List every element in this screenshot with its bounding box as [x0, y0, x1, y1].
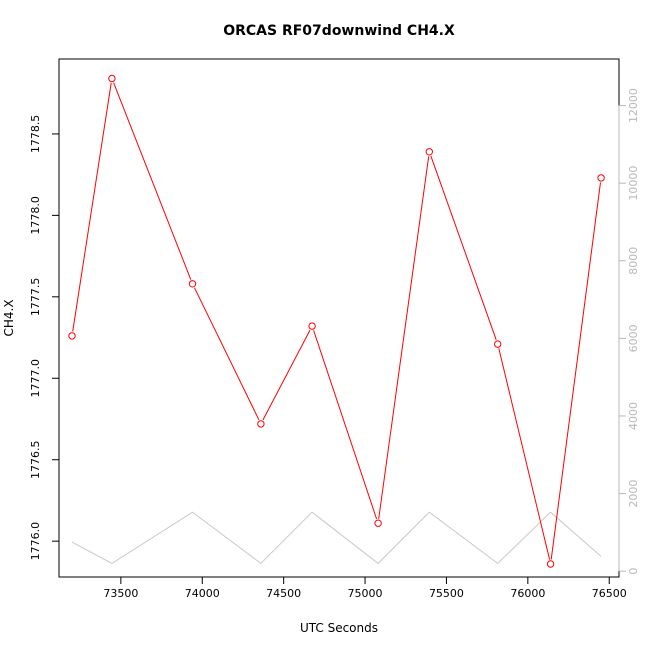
y2-tick-label: 6000 [627, 324, 640, 352]
y2-tick-label: 8000 [627, 247, 640, 275]
data-point [188, 280, 197, 288]
series-segment-primary [498, 348, 551, 560]
series-segment-primary [262, 329, 311, 421]
x-tick-label: 75500 [429, 587, 464, 600]
y-tick-label: 1777.0 [29, 359, 42, 398]
series-segment-primary [72, 82, 112, 332]
x-tick-label: 73500 [103, 587, 138, 600]
y2-tick-label: 2000 [627, 480, 640, 508]
series-segment-primary [430, 155, 497, 340]
data-point [425, 148, 433, 156]
chart-title: ORCAS RF07downwind CH4.X [223, 23, 455, 39]
series-segment-primary [550, 182, 601, 560]
data-point [494, 340, 502, 348]
y-axis-right: 0 2000 4000 6000 8000 10000 12000 [618, 88, 640, 575]
x-tick-label: 76000 [510, 587, 545, 600]
series-segment-primary [378, 156, 430, 519]
x-tick-label: 74500 [266, 587, 301, 600]
series-segment-primary [113, 82, 192, 280]
series-segment-primary [313, 330, 378, 520]
data-point [308, 322, 316, 330]
y2-tick-label: 0 [627, 568, 640, 575]
x-tick-label: 74000 [185, 587, 220, 600]
y-tick-label: 1776.5 [29, 440, 42, 479]
data-point [108, 74, 116, 83]
y2-tick-label: 10000 [627, 166, 640, 201]
series-segment-primary [194, 287, 260, 421]
y-tick-label: 1777.5 [29, 278, 42, 317]
series-line-secondary [71, 511, 602, 565]
x-tick-label: 76500 [592, 587, 627, 600]
data-point [68, 332, 76, 340]
data-point [257, 420, 265, 428]
y2-tick-label: 4000 [627, 402, 640, 430]
data-point [546, 560, 555, 568]
data-point [374, 519, 382, 527]
y-axis-label: CH4.X [2, 299, 16, 336]
y2-tick-label: 12000 [627, 88, 640, 123]
x-axis: 73500 74000 74500 75000 75500 76000 76500 [103, 577, 627, 600]
y-tick-label: 1778.0 [29, 196, 42, 235]
series-layer [68, 74, 605, 568]
x-axis-label: UTC Seconds [300, 621, 378, 635]
y-axis-left: 1776.0 1776.5 1777.0 1777.5 1778.0 1778.5 [29, 115, 59, 561]
data-point [597, 174, 605, 182]
x-tick-label: 75000 [348, 587, 383, 600]
y-tick-label: 1776.0 [29, 522, 42, 561]
y-tick-label: 1778.5 [29, 115, 42, 154]
